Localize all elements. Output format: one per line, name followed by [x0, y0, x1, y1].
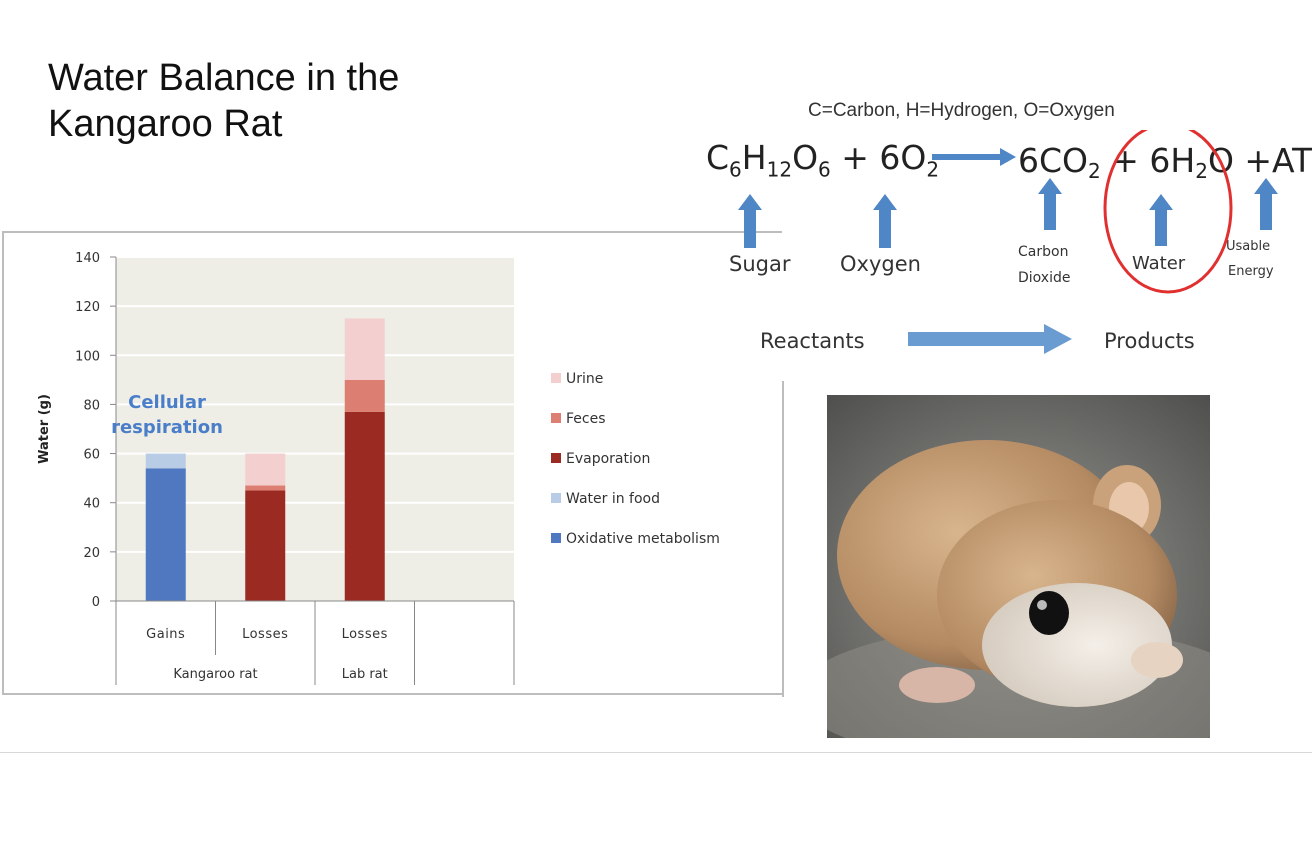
water-up-arrow [1149, 194, 1173, 246]
bar-segment [245, 453, 286, 486]
bar-segment [245, 485, 286, 491]
glucose-formula: C6H12O6 + 6O2 [706, 138, 940, 182]
reactants-products-arrow [908, 324, 1072, 354]
co2-label-line1: Carbon [1018, 244, 1068, 260]
cellular-respiration-annotation-line2: respiration [111, 417, 223, 438]
legend-swatch [551, 533, 561, 543]
legend-swatch [551, 493, 561, 503]
slide-title: Water Balance in the Kangaroo Rat [48, 55, 528, 147]
y-tick-label: 0 [92, 595, 100, 610]
atp-up-arrow [1254, 178, 1278, 230]
co2-label-line2: Dioxide [1018, 270, 1070, 286]
x-category-label: Losses [242, 627, 288, 642]
y-tick-label: 60 [83, 448, 100, 463]
x-group-label: Lab rat [342, 667, 388, 682]
x-category-label: Gains [146, 627, 185, 642]
co2-up-arrow [1038, 178, 1062, 230]
reactants-label: Reactants [760, 329, 865, 353]
bar-segment [245, 490, 286, 601]
water-balance-chart: 0 20 40 60 80 100 120 140 Water (g) Gains Losses Lo… [37, 251, 720, 685]
y-tick-label: 100 [75, 349, 100, 364]
water-highlight-circle [1103, 130, 1233, 294]
slide-footer-rule [0, 752, 1312, 753]
legend-entry: Evaporation [566, 451, 650, 467]
y-tick-label: 20 [83, 546, 100, 561]
respiration-equation: C6H12O6 + 6O2 [706, 138, 939, 182]
cellular-respiration-annotation-line1: Cellular [128, 392, 206, 413]
oxygen-up-arrow [873, 194, 897, 248]
bar-segment [344, 411, 385, 601]
slide-title-line1: Water Balance in the [48, 57, 400, 99]
products-formula: 6CO2 + 6H2O +ATP [1018, 141, 1312, 183]
slide-title-line2: Kangaroo Rat [48, 103, 283, 145]
energy-label-line1: Usable [1226, 239, 1270, 254]
legend-entry: Water in food [566, 491, 660, 507]
x-group-label: Kangaroo rat [173, 667, 257, 682]
y-tick-label: 140 [75, 251, 100, 266]
y-axis-label: Water (g) [37, 394, 52, 464]
bar-segment [145, 453, 186, 469]
water-label: Water [1132, 253, 1186, 274]
element-key: C=Carbon, H=Hydrogen, O=Oxygen [808, 100, 1115, 121]
energy-label-line2: Energy [1228, 264, 1274, 279]
legend-entry: Urine [566, 371, 603, 387]
oxygen-label: Oxygen [840, 252, 921, 276]
y-tick-label: 80 [83, 398, 100, 413]
sugar-up-arrow [738, 194, 762, 248]
legend-swatch [551, 453, 561, 463]
reaction-arrow [932, 148, 1016, 166]
sugar-label: Sugar [729, 252, 791, 276]
y-tick-label: 120 [75, 300, 100, 315]
products-label: Products [1104, 329, 1195, 353]
legend-swatch [551, 373, 561, 383]
chart-right-border [782, 381, 784, 697]
y-tick-label: 40 [83, 497, 100, 512]
kangaroo-rat-photo [827, 395, 1210, 738]
x-category-label: Losses [342, 627, 388, 642]
equation-diagram: 6CO2 + 6H2O +ATP Sugar Oxygen Carbon Dio… [729, 130, 1312, 354]
bar-segment [344, 379, 385, 412]
bar-segment [344, 318, 385, 380]
legend-entry: Feces [566, 411, 606, 427]
legend-swatch [551, 413, 561, 423]
bar-segment [145, 468, 186, 601]
legend-entry: Oxidative metabolism [566, 531, 720, 547]
